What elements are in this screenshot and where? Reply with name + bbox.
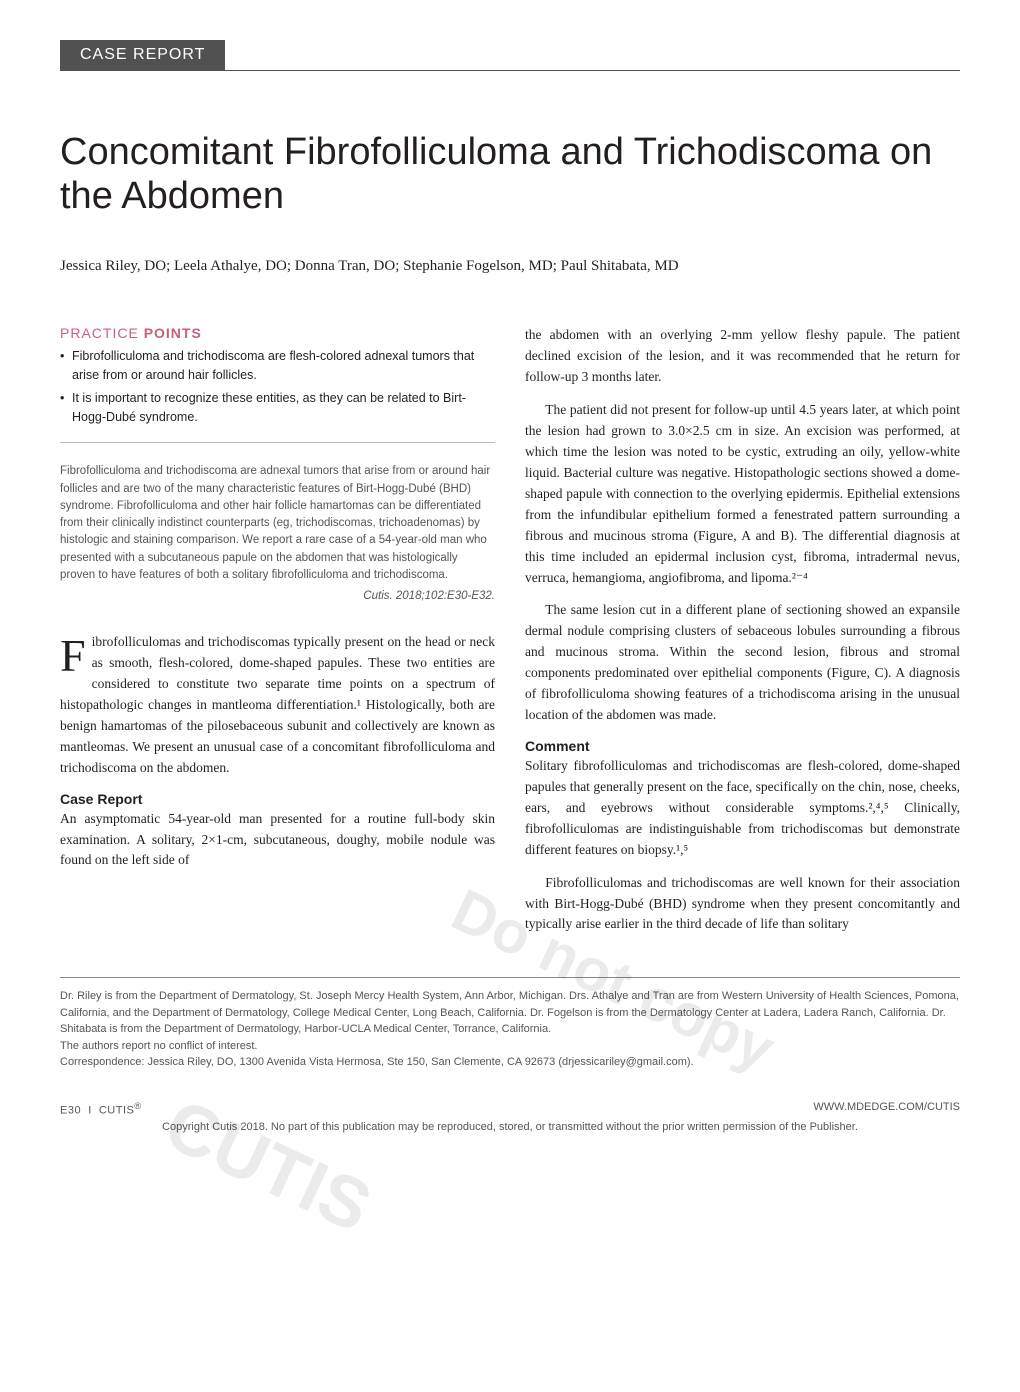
registered-mark: ®: [134, 1101, 141, 1111]
article-title: Concomitant Fibrofolliculoma and Trichod…: [60, 131, 960, 218]
comment-heading: Comment: [525, 738, 960, 754]
comment-p1: Solitary fibrofolliculomas and trichodis…: [525, 756, 960, 861]
affiliations-p3: Correspondence: Jessica Riley, DO, 1300 …: [60, 1054, 960, 1071]
authors: Jessica Riley, DO; Leela Athalye, DO; Do…: [60, 258, 960, 275]
practice-points-heading: PRACTICE POINTS: [60, 325, 495, 341]
practice-point-item: It is important to recognize these entit…: [60, 389, 495, 427]
footer-left: E30 I CUTIS®: [60, 1101, 142, 1117]
practice-heading-light: PRACTICE: [60, 325, 144, 341]
journal-name: CUTIS: [99, 1105, 135, 1117]
abstract-text: Fibrofolliculoma and trichodiscoma are a…: [60, 463, 495, 584]
affiliations-p2: The authors report no conflict of intere…: [60, 1038, 960, 1055]
affiliations-block: Dr. Riley is from the Department of Derm…: [60, 977, 960, 1071]
citation: Cutis. 2018;102:E30-E32.: [60, 590, 495, 602]
dropcap: F: [60, 632, 92, 675]
page-footer: E30 I CUTIS® WWW.MDEDGE.COM/CUTIS: [60, 1101, 960, 1117]
case-report-p2: the abdomen with an overlying 2-mm yello…: [525, 325, 960, 388]
practice-points-list: Fibrofolliculoma and trichodiscoma are f…: [60, 347, 495, 443]
case-report-p3: The patient did not present for follow-u…: [525, 400, 960, 588]
page-number: E30: [60, 1105, 81, 1117]
case-report-p4: The same lesion cut in a different plane…: [525, 600, 960, 726]
case-report-heading: Case Report: [60, 791, 495, 807]
intro-paragraph: Fibrofolliculomas and trichodiscomas typ…: [60, 632, 495, 778]
intro-text: ibrofolliculomas and trichodiscomas typi…: [60, 634, 495, 775]
copyright-line: Copyright Cutis 2018. No part of this pu…: [60, 1121, 960, 1133]
practice-point-item: Fibrofolliculoma and trichodiscoma are f…: [60, 347, 495, 385]
affiliations-p1: Dr. Riley is from the Department of Derm…: [60, 988, 960, 1038]
section-label: CASE REPORT: [60, 40, 225, 70]
footer-url: WWW.MDEDGE.COM/CUTIS: [813, 1101, 960, 1117]
comment-p2: Fibrofolliculomas and trichodiscomas are…: [525, 873, 960, 936]
practice-heading-bold: POINTS: [144, 325, 202, 341]
case-report-p1: An asymptomatic 54-year-old man presente…: [60, 809, 495, 872]
